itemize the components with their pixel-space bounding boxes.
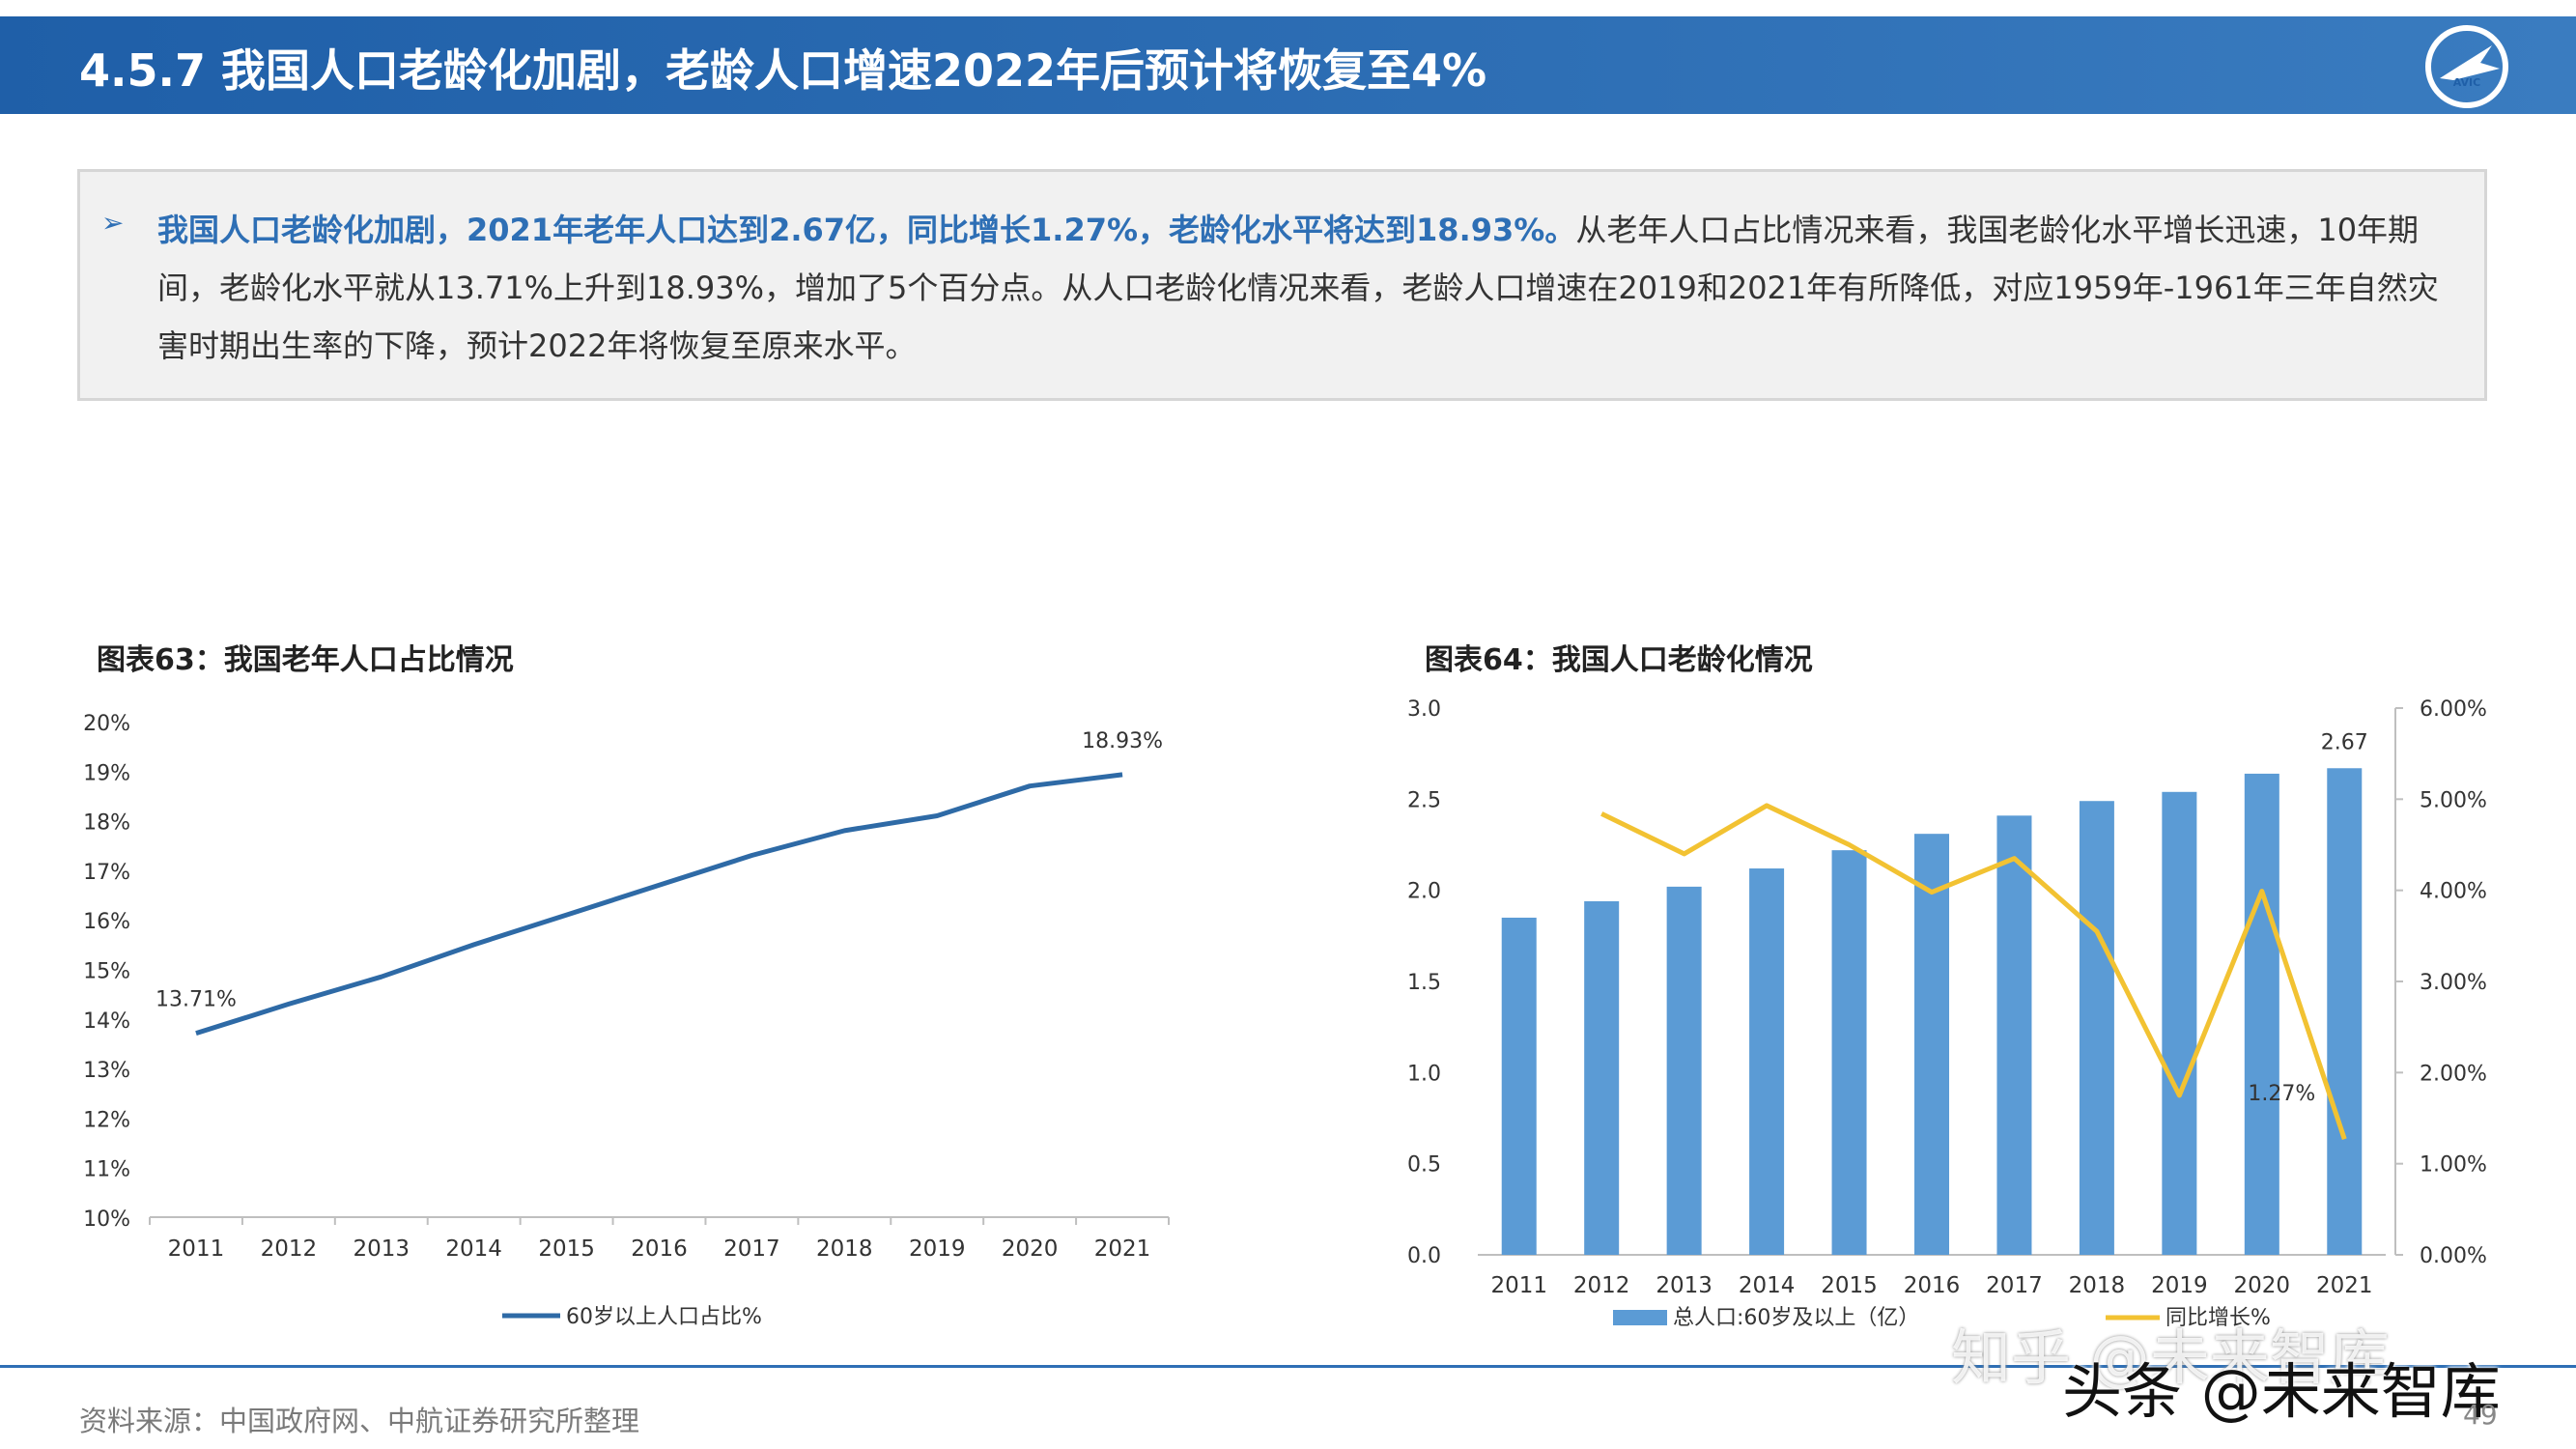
x-tick-label: 2017 bbox=[723, 1236, 780, 1262]
x-tick-label: 2013 bbox=[1656, 1273, 1713, 1298]
x-tick-label: 2020 bbox=[1002, 1236, 1059, 1262]
y-left-tick-label: 0.5 bbox=[1407, 1153, 1441, 1178]
bar-elderly-population bbox=[2327, 768, 2363, 1255]
y-right-tick-label: 6.00% bbox=[2420, 697, 2487, 722]
bar-elderly-population bbox=[1831, 850, 1867, 1255]
y-right-tick-label: 5.00% bbox=[2420, 788, 2487, 812]
x-tick-label: 2020 bbox=[2234, 1273, 2291, 1298]
y-tick-label: 19% bbox=[83, 761, 130, 785]
x-tick-label: 2021 bbox=[2316, 1273, 2373, 1298]
x-tick-label: 2012 bbox=[1573, 1273, 1630, 1298]
bullet-arrow-icon: ➢ bbox=[101, 207, 125, 239]
page-header: 4.5.7 我国人口老龄化加剧，老龄人口增速2022年后预计将恢复至4% AVI… bbox=[0, 16, 2576, 114]
x-tick-label: 2011 bbox=[168, 1236, 225, 1262]
x-tick-label: 2016 bbox=[1904, 1273, 1961, 1298]
y-right-tick-label: 2.00% bbox=[2420, 1062, 2487, 1086]
y-right-tick-label: 4.00% bbox=[2420, 880, 2487, 904]
y-right-tick-label: 3.00% bbox=[2420, 971, 2487, 995]
summary-lead: 我国人口老龄化加剧，2021年老年人口达到2.67亿，同比增长1.27%，老龄化… bbox=[157, 212, 1576, 248]
bar-elderly-population bbox=[1501, 917, 1537, 1255]
x-tick-label: 2012 bbox=[261, 1236, 318, 1262]
x-tick-label: 2011 bbox=[1490, 1273, 1547, 1298]
chart-64-title: 图表64：我国人口老龄化情况 bbox=[1425, 643, 1813, 677]
x-tick-label: 2018 bbox=[816, 1236, 873, 1262]
chart-64-combo-chart: 0.0 0.5 1.0 1.5 2.0 2.5 3.0 0.00% 1.00% 2.00% 3.00… bbox=[1407, 697, 2487, 1330]
page-number: 49 bbox=[2463, 1399, 2498, 1431]
y-tick-label: 13% bbox=[83, 1059, 130, 1083]
chart-63-title: 图表63：我国老年人口占比情况 bbox=[97, 643, 514, 677]
y-right-tick-label: 0.00% bbox=[2420, 1244, 2487, 1268]
series-line-growth-rate bbox=[1600, 803, 2347, 1140]
y-tick-label: 12% bbox=[83, 1108, 130, 1132]
bar-elderly-population bbox=[1996, 815, 2032, 1255]
x-tick-label: 2015 bbox=[538, 1236, 595, 1262]
summary-body: 从老年人口占比情况来看，我国老龄化水平增长迅速，10年期间，老龄化水平就从13.… bbox=[157, 212, 2439, 364]
y-tick-label: 15% bbox=[83, 960, 130, 984]
data-label-last: 18.93% bbox=[1082, 729, 1163, 753]
x-tick-label: 2018 bbox=[2069, 1273, 2126, 1298]
x-tick-label: 2019 bbox=[909, 1236, 966, 1262]
bar-elderly-population bbox=[1584, 900, 1620, 1255]
legend-label-line: 同比增长% bbox=[2166, 1306, 2271, 1330]
y-left-tick-label: 1.0 bbox=[1407, 1062, 1441, 1086]
x-tick-label: 2016 bbox=[631, 1236, 688, 1262]
series-line-aging-ratio bbox=[195, 772, 1123, 1037]
y-tick-label: 17% bbox=[83, 861, 130, 885]
y-tick-label: 16% bbox=[83, 910, 130, 934]
y-tick-label: 20% bbox=[83, 712, 130, 736]
legend-swatch-bar bbox=[1613, 1310, 1667, 1325]
watermark-zhihu: 知乎 @未来智库 bbox=[1951, 1322, 2390, 1393]
legend-label-bar: 总人口:60岁及以上（亿） bbox=[1673, 1306, 1919, 1330]
bar-elderly-population bbox=[2162, 791, 2197, 1255]
y-left-tick-label: 0.0 bbox=[1407, 1244, 1441, 1268]
y-tick-label: 18% bbox=[83, 811, 130, 836]
data-label-first: 13.71% bbox=[156, 988, 237, 1012]
x-tick-label: 2015 bbox=[1821, 1273, 1878, 1298]
source-note: 资料来源：中国政府网、中航证券研究所整理 bbox=[79, 1405, 640, 1437]
y-left-tick-label: 1.5 bbox=[1407, 971, 1441, 995]
x-tick-label: 2013 bbox=[353, 1236, 410, 1262]
x-tick-label: 2019 bbox=[2151, 1273, 2208, 1298]
x-tick-label: 2014 bbox=[445, 1236, 502, 1262]
watermark-toutiao: 头条 @未来智库 bbox=[2062, 1356, 2501, 1427]
y-tick-label: 11% bbox=[83, 1158, 130, 1182]
page-title: 4.5.7 我国人口老龄化加剧，老龄人口增速2022年后预计将恢复至4% bbox=[79, 44, 1487, 97]
x-tick-label: 2017 bbox=[1986, 1273, 2043, 1298]
x-tick-label: 2014 bbox=[1739, 1273, 1796, 1298]
bar-elderly-population bbox=[1914, 834, 1949, 1255]
x-tick-label: 2021 bbox=[1094, 1236, 1151, 1262]
summary-box: ➢ 我国人口老龄化加剧，2021年老年人口达到2.67亿，同比增长1.27%，老… bbox=[77, 169, 2487, 401]
y-tick-label: 14% bbox=[83, 1009, 130, 1034]
y-left-tick-label: 3.0 bbox=[1407, 697, 1441, 722]
y-left-tick-label: 2.0 bbox=[1407, 880, 1441, 904]
data-label-line-last: 1.27% bbox=[2248, 1082, 2315, 1106]
bar-elderly-population bbox=[1666, 886, 1702, 1255]
bar-elderly-population bbox=[1749, 868, 1785, 1255]
summary-text: 我国人口老龄化加剧，2021年老年人口达到2.67亿，同比增长1.27%，老龄化… bbox=[157, 201, 2466, 375]
legend-label: 60岁以上人口占比% bbox=[566, 1305, 762, 1329]
y-right-tick-label: 1.00% bbox=[2420, 1153, 2487, 1178]
chart-63-line-chart: 10% 11% 12% 13% 14% 15% 16% 17% 18% 19% 20% 2011 201… bbox=[83, 712, 1170, 1329]
y-tick-label: 10% bbox=[83, 1208, 130, 1232]
avic-logo: AVIC bbox=[2425, 25, 2508, 108]
y-left-tick-label: 2.5 bbox=[1407, 788, 1441, 812]
data-label-bar-last: 2.67 bbox=[2321, 730, 2368, 754]
bar-elderly-population bbox=[2079, 801, 2114, 1255]
logo-text: AVIC bbox=[2453, 76, 2480, 89]
bar-elderly-population bbox=[2244, 773, 2279, 1255]
footer-divider bbox=[0, 1365, 2576, 1368]
